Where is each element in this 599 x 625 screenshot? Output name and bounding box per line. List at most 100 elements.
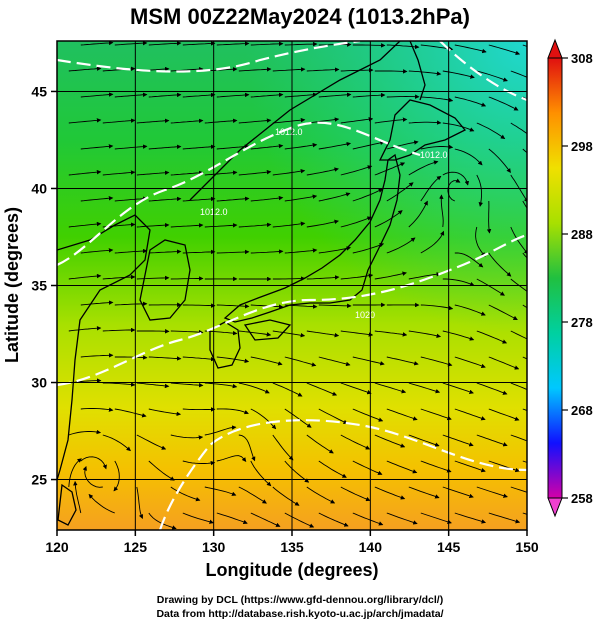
streamline <box>284 356 317 367</box>
streamline <box>340 165 373 176</box>
streamline <box>408 330 442 338</box>
streamline <box>182 196 216 202</box>
streamline <box>136 222 170 228</box>
streamline <box>102 327 136 333</box>
streamline <box>454 252 484 268</box>
streamline <box>510 70 527 78</box>
isobar <box>57 233 527 387</box>
streamline <box>148 249 182 254</box>
colorbar-ticks: 258 268 278 288 298 308 <box>562 51 593 506</box>
x-tick-label: 150 <box>515 539 539 555</box>
russia-coast <box>189 41 401 201</box>
streamline <box>272 276 306 281</box>
streamline <box>352 408 384 422</box>
streamline <box>374 486 406 500</box>
streamline <box>182 249 216 255</box>
streamline <box>250 460 272 487</box>
streamline <box>476 278 505 296</box>
streamline <box>340 486 371 502</box>
streamline <box>352 92 386 98</box>
streamline <box>442 171 470 186</box>
y-axis-label: Latitude (degrees) <box>2 207 22 363</box>
streamline <box>250 143 284 150</box>
streamline <box>340 67 374 73</box>
x-tick-label: 120 <box>45 539 69 555</box>
streamline <box>148 356 182 361</box>
sakhalin-coast <box>409 41 426 101</box>
streamline <box>318 512 349 527</box>
streamline <box>170 118 204 124</box>
streamline <box>340 330 374 337</box>
streamline <box>170 66 204 72</box>
streamline <box>170 382 204 388</box>
streamline <box>272 434 294 461</box>
streamline <box>136 486 144 519</box>
streamline <box>488 408 520 421</box>
streamline <box>238 118 272 124</box>
streamline <box>102 170 136 176</box>
contour-label: 1012.0 <box>420 150 448 160</box>
streamline <box>318 246 352 254</box>
streamline <box>68 273 102 280</box>
isobars <box>57 41 527 530</box>
streamline <box>454 408 486 421</box>
streamline <box>284 41 318 47</box>
streamline <box>352 242 385 254</box>
streamline <box>68 169 102 176</box>
streamline <box>340 273 374 280</box>
streamline <box>420 408 452 421</box>
x-tick-label: 140 <box>359 539 383 555</box>
streamline <box>374 162 406 176</box>
streamline <box>238 486 267 504</box>
streamline <box>238 434 256 462</box>
streamline <box>80 353 114 358</box>
streamline <box>318 356 351 367</box>
streamline <box>148 92 182 98</box>
streamline <box>420 144 454 150</box>
streamline <box>204 223 238 228</box>
streamline <box>80 407 114 412</box>
streamline <box>216 304 250 309</box>
streamline <box>510 382 527 390</box>
streamline <box>447 178 461 202</box>
streamline <box>476 486 508 498</box>
streamline <box>82 465 103 488</box>
colorbar-tick-label: 258 <box>571 491 593 506</box>
streamline <box>340 382 372 395</box>
streamline <box>488 460 520 473</box>
streamline <box>284 194 318 202</box>
streamline <box>102 274 136 280</box>
streamline <box>80 41 114 46</box>
streamline <box>238 222 272 228</box>
streamline <box>136 434 167 450</box>
streamline <box>170 276 204 281</box>
streamline <box>352 140 385 150</box>
x-tick-label: 145 <box>437 539 461 555</box>
streamline <box>250 92 284 98</box>
streamline <box>182 41 216 46</box>
streamline <box>386 356 419 366</box>
streamline <box>454 148 483 166</box>
isobar <box>158 419 527 530</box>
streamline <box>284 408 312 428</box>
streamline <box>182 460 216 466</box>
y-tick-label: 40 <box>31 180 47 196</box>
streamline <box>306 219 339 228</box>
streamline <box>170 329 204 335</box>
colorbar: 258 268 278 288 298 308 <box>547 38 593 518</box>
isobar <box>439 41 527 102</box>
streamline <box>68 325 102 332</box>
streamline <box>420 304 454 311</box>
streamline <box>284 248 318 254</box>
streamline <box>80 196 114 202</box>
streamline <box>486 200 492 234</box>
streamline <box>250 195 284 202</box>
grid-lines <box>57 41 527 530</box>
streamline <box>148 144 182 150</box>
streamline <box>352 512 384 526</box>
streamline <box>68 221 102 228</box>
streamline <box>204 425 237 436</box>
streamline <box>114 248 148 254</box>
streamline <box>182 144 216 150</box>
streamline <box>420 460 452 473</box>
